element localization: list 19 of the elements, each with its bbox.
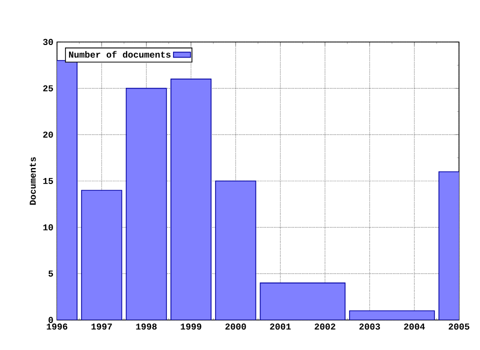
x-tick-label: 2003 [359,324,380,330]
y-tick-label: 30 [43,38,53,46]
x-tick-label: 2004 [404,324,425,330]
y-tick-label: 0 [48,316,53,324]
y-tick-label: 15 [43,178,54,184]
x-tick-label: 1997 [91,324,112,330]
y-tick-label: 25 [43,85,54,92]
y-tick-label: 10 [43,224,53,230]
x-tick-label: 2002 [314,324,336,330]
x-tick-label: 2001 [270,324,291,330]
legend-label: Number of documents [69,50,170,58]
x-tick-label: 1998 [136,324,157,330]
y-tick-label: 5 [48,270,54,277]
x-tick-label: 1999 [180,324,202,330]
y-axis-title: Documents [30,157,36,205]
x-tick-label: 2005 [448,324,470,330]
x-tick-label: 1996 [46,324,68,330]
y-tick-label: 20 [43,132,53,138]
x-tick-label: 2000 [225,324,246,330]
